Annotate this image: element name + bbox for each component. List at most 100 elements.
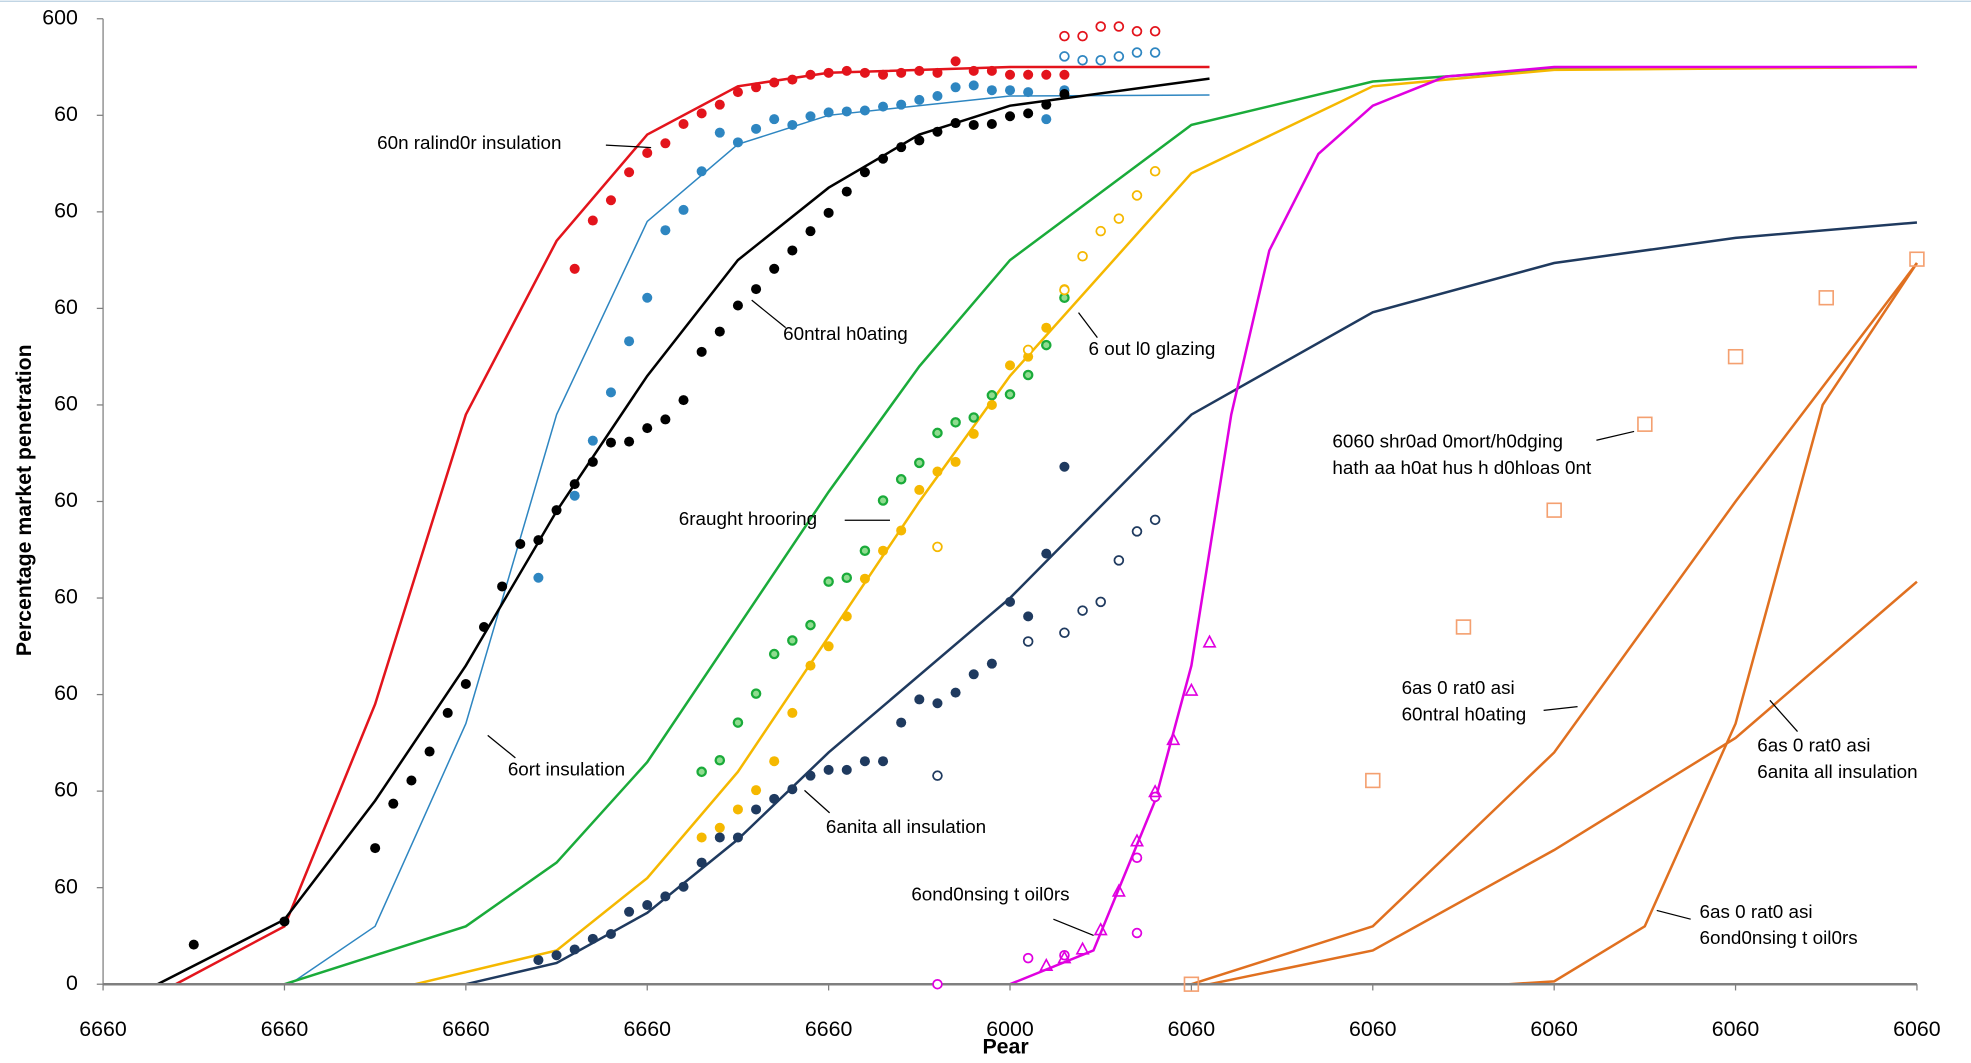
- point: [587, 456, 598, 467]
- point: [769, 77, 780, 88]
- point: [696, 346, 707, 357]
- annotation: 6anita all insulation: [826, 816, 986, 837]
- point: [895, 474, 907, 485]
- leader-line: [751, 299, 787, 329]
- point: [1059, 51, 1070, 62]
- point: [841, 764, 852, 775]
- point: [896, 525, 907, 536]
- point: [1041, 548, 1052, 559]
- point: [370, 843, 381, 854]
- series-line: [1009, 65, 1917, 986]
- x-tick-label: 6660: [261, 1017, 309, 1041]
- point: [1077, 605, 1088, 616]
- y-tick-label: 60: [54, 874, 78, 898]
- y-tick-label: 60: [54, 102, 78, 126]
- point: [1022, 369, 1034, 381]
- point: [823, 107, 834, 118]
- point: [968, 412, 980, 423]
- point: [751, 804, 762, 815]
- point: [986, 390, 998, 401]
- annotation: 6raught hrooring: [679, 508, 817, 529]
- annotation: 6 out l0 glazing: [1089, 338, 1216, 359]
- point: [605, 437, 616, 448]
- point: [1183, 976, 1200, 992]
- x-tick-label: 6060: [1168, 1017, 1216, 1041]
- point: [642, 292, 653, 303]
- leader-line: [605, 144, 652, 149]
- point: [968, 669, 979, 680]
- point: [950, 56, 961, 67]
- point: [1041, 114, 1052, 125]
- annotation: 6ort insulation: [508, 758, 625, 779]
- x-tick-label: 6660: [79, 1017, 127, 1041]
- point: [1077, 30, 1088, 42]
- point: [605, 387, 616, 398]
- point: [878, 101, 889, 112]
- point: [696, 166, 707, 177]
- point: [714, 99, 725, 110]
- point: [188, 939, 199, 950]
- point: [1909, 251, 1925, 267]
- point: [660, 138, 671, 149]
- point: [587, 435, 598, 446]
- point: [660, 414, 671, 425]
- point: [932, 126, 943, 137]
- point: [732, 137, 743, 148]
- point: [642, 147, 653, 158]
- point: [696, 857, 707, 868]
- y-tick-label: 60: [54, 488, 78, 512]
- point: [642, 900, 653, 911]
- point: [1095, 225, 1106, 237]
- point: [859, 573, 870, 584]
- x-axis-title: Pear: [982, 1035, 1028, 1059]
- point: [1004, 596, 1016, 607]
- point: [678, 204, 689, 215]
- point: [732, 300, 743, 311]
- point: [1637, 416, 1653, 432]
- point: [769, 756, 780, 767]
- x-tick-label: 6060: [1712, 1017, 1760, 1041]
- point: [551, 505, 562, 516]
- point: [1818, 290, 1834, 306]
- leader-line: [804, 789, 831, 814]
- point: [1131, 190, 1143, 201]
- point: [859, 756, 870, 767]
- point: [624, 336, 635, 347]
- point: [587, 215, 598, 226]
- point: [1039, 957, 1054, 972]
- point: [1022, 344, 1034, 356]
- point: [1004, 360, 1016, 371]
- point: [515, 538, 526, 549]
- point: [1004, 69, 1016, 80]
- annotation: 60ntral h0ating: [1402, 703, 1527, 724]
- y-tick-label: 60: [54, 585, 78, 609]
- point: [1075, 941, 1090, 955]
- point: [1041, 339, 1052, 351]
- point: [1095, 596, 1106, 608]
- point: [1184, 682, 1199, 696]
- point: [1365, 772, 1381, 789]
- point: [714, 326, 725, 337]
- point: [950, 118, 961, 129]
- annotation: 60ntral h0ating: [783, 323, 908, 344]
- point: [587, 933, 598, 944]
- point: [1023, 611, 1034, 622]
- point: [805, 69, 816, 80]
- point: [914, 135, 925, 146]
- annotation: 60n ralind0r insulation: [377, 132, 561, 153]
- point: [1149, 514, 1161, 526]
- point: [787, 707, 798, 718]
- point: [859, 105, 870, 116]
- annotation: 6ond0nsing t oil0rs: [911, 883, 1069, 904]
- y-tick-label: 60: [54, 392, 78, 416]
- point: [787, 245, 798, 256]
- point: [986, 658, 997, 669]
- point: [605, 195, 616, 206]
- point: [823, 207, 834, 218]
- point: [1149, 166, 1161, 177]
- point: [1077, 251, 1088, 262]
- point: [932, 541, 943, 553]
- point: [805, 111, 816, 122]
- point: [1059, 461, 1070, 472]
- series-line: [465, 221, 1918, 986]
